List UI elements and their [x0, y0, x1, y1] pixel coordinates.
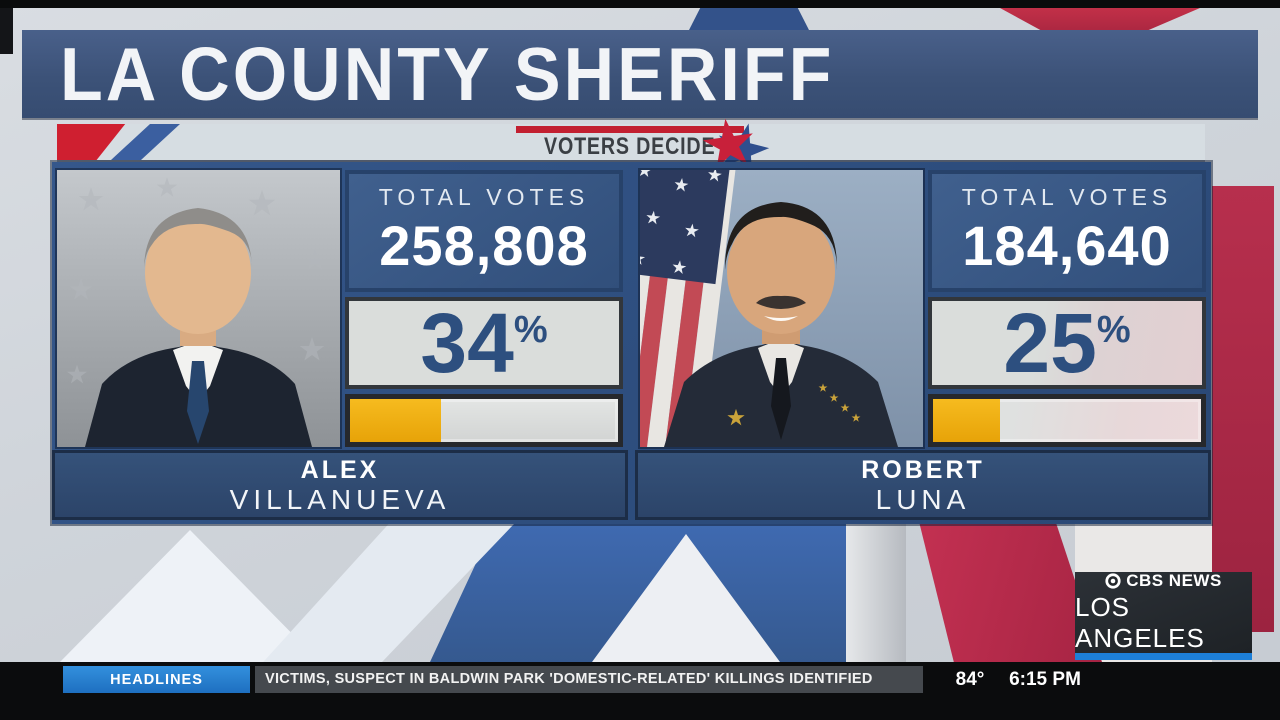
backdrop-red-ribbon-top	[1000, 8, 1200, 32]
letterbox-top	[0, 0, 1280, 8]
percent-sign: %	[513, 309, 548, 351]
candidate-last-name: VILLANUEVA	[229, 483, 451, 515]
total-votes-panel: TOTAL VOTES 184,640	[928, 170, 1206, 292]
voters-decide-group: VOTERS DECIDE	[516, 115, 770, 176]
backdrop-red-stripe-bottom	[919, 524, 1102, 662]
page-title: LA COUNTY SHERIFF	[60, 31, 835, 117]
title-banner: LA COUNTY SHERIFF	[22, 30, 1258, 118]
vote-share-bar	[345, 394, 623, 447]
percent-value: 34	[420, 296, 514, 390]
backdrop-star-tip	[688, 8, 810, 32]
ticker-category-badge: HEADLINES	[63, 666, 250, 693]
ticker-bar: HEADLINES VICTIMS, SUSPECT IN BALDWIN PA…	[0, 662, 1280, 720]
cbs-eye-icon	[1105, 573, 1121, 589]
vote-share-bar-fill	[350, 399, 442, 442]
station-brand: CBS NEWS	[1126, 571, 1222, 590]
voters-decide-strip: VOTERS DECIDE	[57, 115, 1205, 176]
total-votes-value: 184,640	[962, 214, 1172, 277]
percent-value: 25	[1003, 296, 1097, 390]
ticker-headline: VICTIMS, SUSPECT IN BALDWIN PARK 'DOMEST…	[255, 666, 923, 693]
backdrop-red-stripe-right	[1212, 186, 1274, 632]
stats-column-luna: TOTAL VOTES 184,640 25 %	[928, 170, 1206, 447]
voters-decide-redbar	[516, 126, 744, 133]
candidate-name-bar-villanueva: ALEX VILLANUEVA	[52, 450, 628, 520]
vote-share-bar-fill	[933, 399, 1000, 442]
candidate-name-bar-luna: ROBERT LUNA	[635, 450, 1211, 520]
percent-sign: %	[1096, 309, 1131, 351]
ticker-temperature: 84°	[955, 669, 985, 690]
station-city: LOS ANGELES	[1075, 592, 1205, 653]
ticker-time: 6:15 PM	[1009, 669, 1081, 690]
candidate-last-name: LUNA	[875, 483, 971, 515]
candidate-first-name: ALEX	[300, 455, 380, 484]
backdrop-corner	[0, 8, 13, 54]
percent-panel: 34 %	[345, 297, 623, 389]
percent-panel: 25 %	[928, 297, 1206, 389]
vote-share-bar	[928, 394, 1206, 447]
candidate-photo-luna	[640, 170, 923, 447]
results-panel: TOTAL VOTES 258,808 34 %	[52, 162, 1211, 524]
candidate-photo-villanueva	[57, 170, 340, 447]
total-votes-label: TOTAL VOTES	[961, 184, 1173, 210]
backdrop-star-chevron-1	[60, 530, 320, 662]
candidate-first-name: ROBERT	[861, 455, 985, 484]
total-votes-value: 258,808	[379, 214, 589, 277]
voters-decide-label: VOTERS DECIDE	[544, 133, 716, 160]
station-brand-row: CBS NEWS	[1105, 571, 1222, 591]
portrait-luna	[640, 170, 923, 447]
total-votes-panel: TOTAL VOTES 258,808	[345, 170, 623, 292]
portrait-villanueva	[57, 170, 340, 447]
backdrop-silver-band	[846, 524, 906, 662]
total-votes-label: TOTAL VOTES	[378, 184, 590, 210]
stats-column-villanueva: TOTAL VOTES 258,808 34 %	[345, 170, 623, 447]
station-bug-panel: CBS NEWS LOS ANGELES	[1075, 571, 1252, 653]
station-bug-underline	[1075, 653, 1252, 660]
station-bug: CBS NEWS LOS ANGELES	[1075, 571, 1252, 660]
